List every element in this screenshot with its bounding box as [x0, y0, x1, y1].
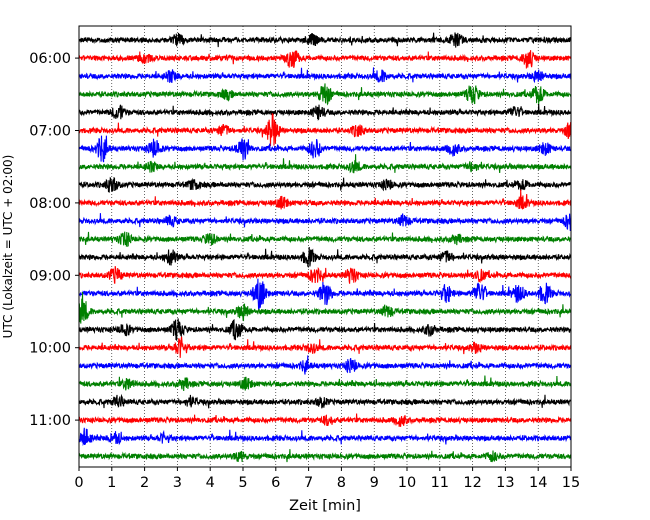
trace-0730 — [78, 154, 572, 174]
x-tick-label: 8 — [337, 475, 346, 491]
trace-0830 — [78, 231, 572, 248]
y-axis-ticks: 06:00 07:00 08:00 09:00 10:00 11:00 — [29, 51, 79, 429]
x-tick-label: 9 — [370, 475, 379, 491]
y-axis-label: UTC (Lokalzeit = UTC + 02:00) — [1, 155, 15, 339]
x-tick-label: 12 — [463, 475, 481, 491]
y-tick-label: 11:00 — [29, 413, 71, 429]
y-tick-label: 10:00 — [29, 341, 71, 357]
x-tick-label: 1 — [107, 475, 116, 491]
trace-0845 — [78, 246, 572, 269]
trace-0745 — [78, 176, 572, 193]
x-tick-label: 11 — [431, 475, 449, 491]
trace-1030 — [78, 375, 572, 392]
x-axis-ticks: 0 1 2 3 4 5 6 7 8 9 10 11 12 13 14 15 — [74, 467, 580, 491]
trace-0930 — [78, 291, 572, 324]
trace-0600 — [78, 50, 572, 69]
trace-0815 — [78, 213, 572, 232]
trace-1100 — [78, 413, 572, 427]
x-tick-label: 14 — [529, 475, 547, 491]
trace-0615 — [78, 67, 572, 84]
trace-0900 — [78, 266, 572, 284]
x-tick-label: 7 — [304, 475, 313, 491]
y-tick-label: 07:00 — [29, 124, 71, 140]
y-tick-label: 06:00 — [29, 51, 71, 67]
trace-0545 — [78, 32, 572, 48]
x-tick-label: 3 — [173, 475, 182, 491]
x-tick-label: 6 — [271, 475, 280, 491]
trace-0945 — [78, 318, 572, 341]
seismogram-traces — [78, 32, 572, 463]
trace-0800 — [78, 189, 572, 210]
x-axis-label: Zeit [min] — [289, 498, 361, 514]
trace-0645 — [78, 103, 572, 121]
trace-1130 — [78, 449, 572, 463]
trace-0915 — [78, 278, 572, 311]
trace-1045 — [78, 393, 572, 409]
x-tick-label: 2 — [140, 475, 149, 491]
plot-frame — [78, 25, 572, 468]
trace-1015 — [78, 355, 572, 375]
trace-0630 — [78, 83, 572, 106]
x-tick-label: 5 — [238, 475, 247, 491]
trace-0715 — [78, 135, 572, 163]
trace-1115 — [78, 427, 572, 447]
y-tick-label: 08:00 — [29, 196, 71, 212]
x-tick-label: 15 — [562, 475, 580, 491]
x-tick-label: 10 — [398, 475, 416, 491]
trace-1000 — [78, 336, 572, 358]
trace-0700 — [78, 113, 572, 147]
x-tick-label: 13 — [496, 475, 514, 491]
y-tick-label: 09:00 — [29, 268, 71, 284]
x-tick-label: 0 — [74, 475, 83, 491]
x-tick-label: 4 — [206, 475, 215, 491]
